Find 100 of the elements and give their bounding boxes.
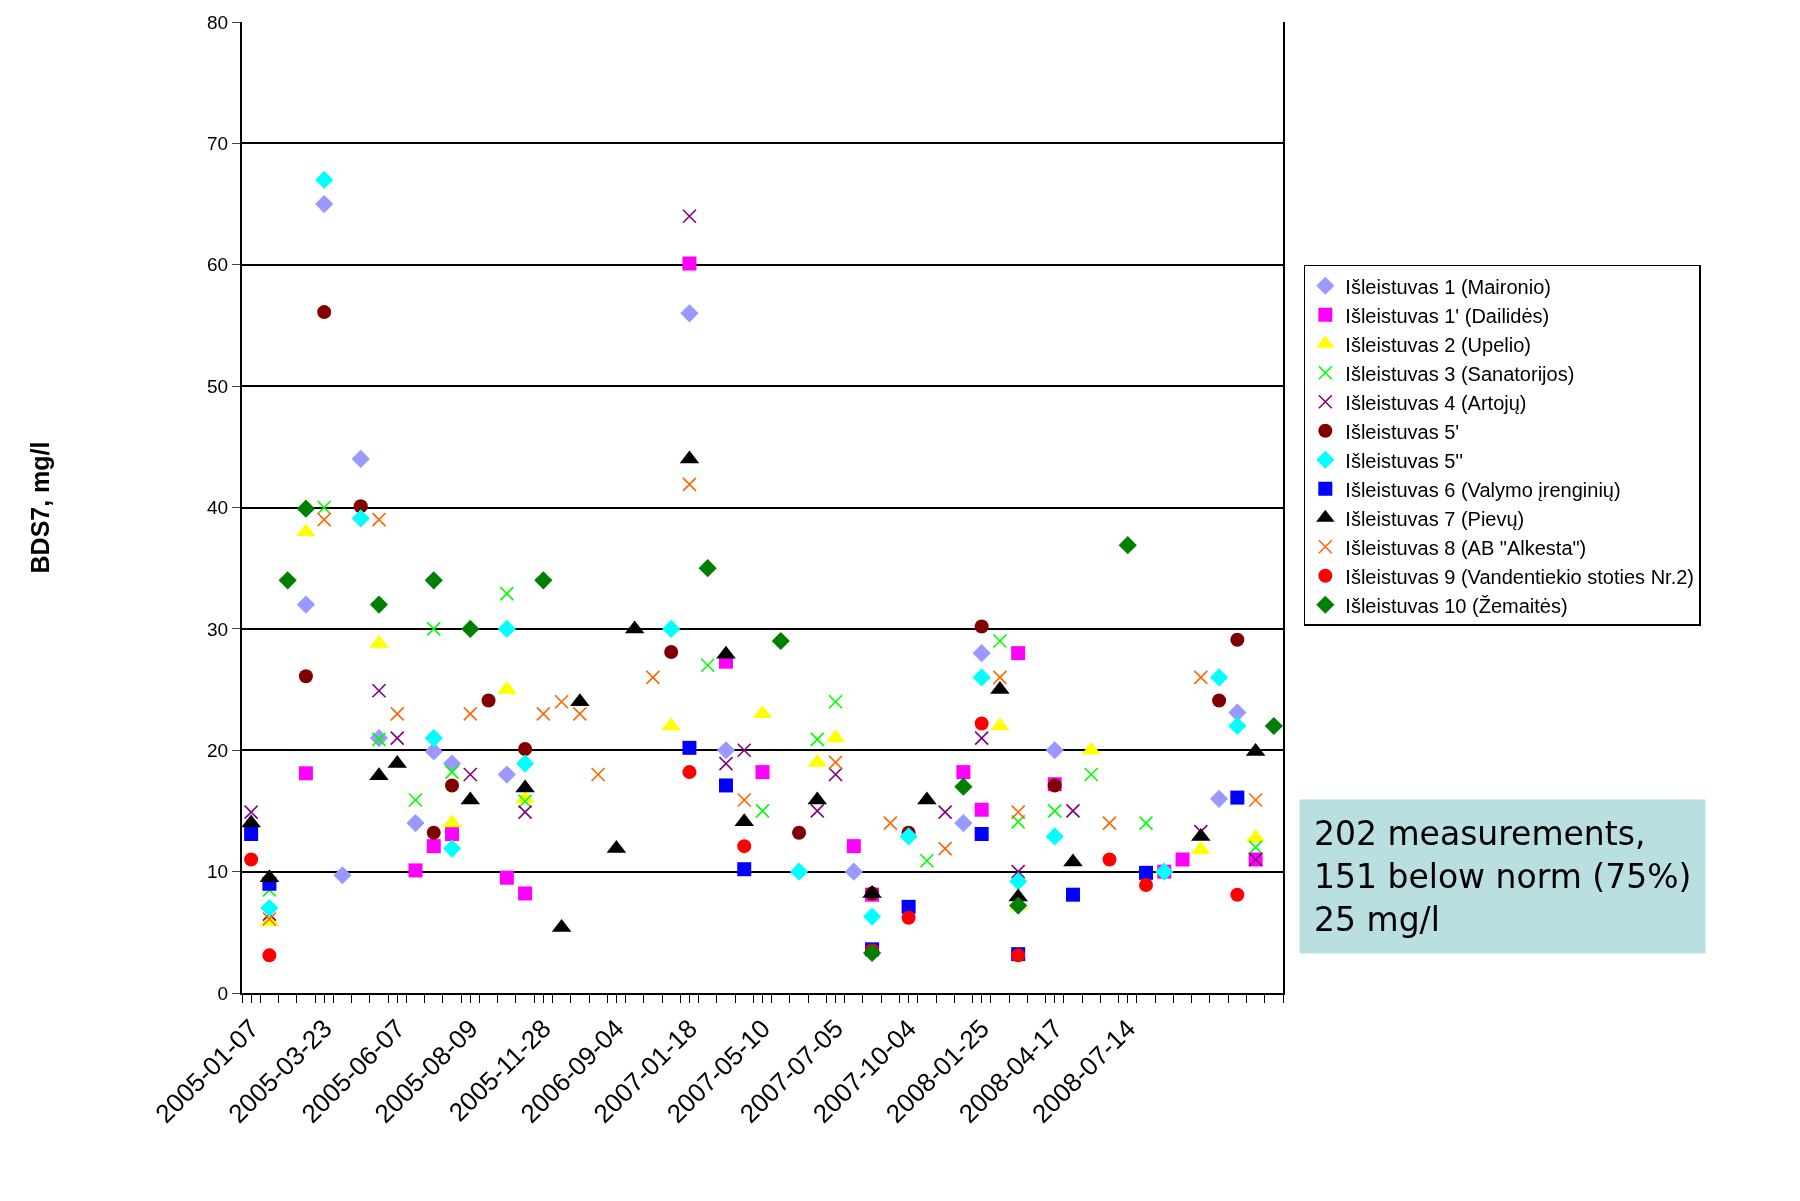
point (1248, 792, 1263, 808)
point (792, 825, 807, 840)
point (682, 477, 697, 492)
point (809, 803, 825, 819)
y-axis-title: BDS7, mg/l (26, 441, 55, 574)
point (1063, 853, 1083, 867)
point (662, 619, 681, 638)
point (462, 767, 478, 782)
legend-label: Išleistuvas 2 (Upelio) (1345, 333, 1531, 356)
point (937, 841, 953, 856)
legend-label: Išleistuvas 1 (Maironio) (1345, 275, 1551, 298)
point (1047, 803, 1063, 819)
point (974, 619, 989, 634)
legend-label: Išleistuvas 3 (Sanatorijos) (1345, 362, 1575, 385)
point (828, 694, 843, 709)
point (518, 742, 533, 757)
point (1209, 668, 1229, 687)
point (846, 839, 861, 854)
y-tick-label: 10 (207, 861, 229, 883)
point (515, 779, 535, 793)
point (1118, 536, 1137, 555)
point (260, 898, 279, 918)
point (444, 764, 460, 780)
point (244, 852, 259, 867)
point (664, 644, 679, 659)
point (371, 512, 387, 527)
point (1009, 896, 1028, 915)
point (682, 208, 697, 224)
point (499, 586, 515, 601)
point (424, 742, 443, 761)
point (1045, 741, 1064, 760)
point (1228, 703, 1247, 722)
point (992, 670, 1008, 685)
point (1045, 827, 1064, 846)
point (1010, 804, 1026, 820)
point (315, 194, 334, 214)
point (1009, 872, 1028, 891)
point (351, 449, 370, 469)
point (445, 827, 460, 841)
legend-label: Išleistuvas 1' (Dailidės) (1345, 304, 1550, 327)
point (406, 813, 425, 833)
point (917, 791, 937, 805)
point (755, 765, 770, 780)
point (278, 571, 297, 590)
point (1010, 814, 1026, 830)
legend-label: Išleistuvas 10 (Žemaitės) (1345, 594, 1568, 617)
y-tick-label: 40 (207, 497, 229, 519)
point (462, 706, 478, 722)
point (424, 729, 443, 748)
point (645, 670, 661, 685)
point (262, 948, 277, 963)
legend-label: Išleistuvas 6 (Valymo įrenginių) (1345, 478, 1621, 501)
point (974, 716, 989, 731)
point (883, 815, 898, 831)
point (1230, 887, 1245, 902)
point (972, 668, 991, 687)
point (737, 839, 752, 854)
y-tick-label: 30 (207, 618, 229, 640)
point (698, 559, 717, 578)
point (518, 886, 533, 901)
point (426, 621, 442, 637)
point (716, 741, 736, 760)
point (661, 717, 681, 731)
point (497, 619, 516, 638)
point (296, 499, 316, 518)
point (389, 706, 405, 722)
point (901, 910, 916, 925)
point (371, 683, 387, 699)
point (369, 595, 389, 614)
point (899, 827, 918, 846)
point (241, 814, 261, 828)
point (1191, 841, 1211, 855)
point (296, 595, 316, 614)
point (828, 755, 843, 770)
point (317, 305, 332, 320)
point (736, 792, 752, 808)
y-tick-label: 0 (217, 982, 229, 1004)
point (1228, 716, 1247, 736)
point (954, 777, 973, 796)
point (771, 631, 790, 651)
y-tick-label: 50 (207, 375, 229, 397)
point (244, 827, 259, 841)
point (954, 813, 973, 833)
legend-label: Išleistuvas 5'' (1345, 449, 1464, 472)
point (426, 839, 441, 854)
point (809, 732, 825, 747)
y-tick-label: 80 (207, 11, 229, 33)
point (298, 669, 313, 684)
point (956, 765, 971, 780)
point (972, 644, 991, 663)
point (1193, 670, 1209, 685)
point (1209, 789, 1229, 808)
point (844, 862, 863, 881)
y-tick-label: 60 (207, 254, 229, 276)
point (974, 802, 989, 817)
point (1011, 646, 1026, 661)
point (445, 778, 460, 793)
point (426, 825, 441, 840)
point (554, 694, 569, 709)
point (755, 803, 770, 819)
